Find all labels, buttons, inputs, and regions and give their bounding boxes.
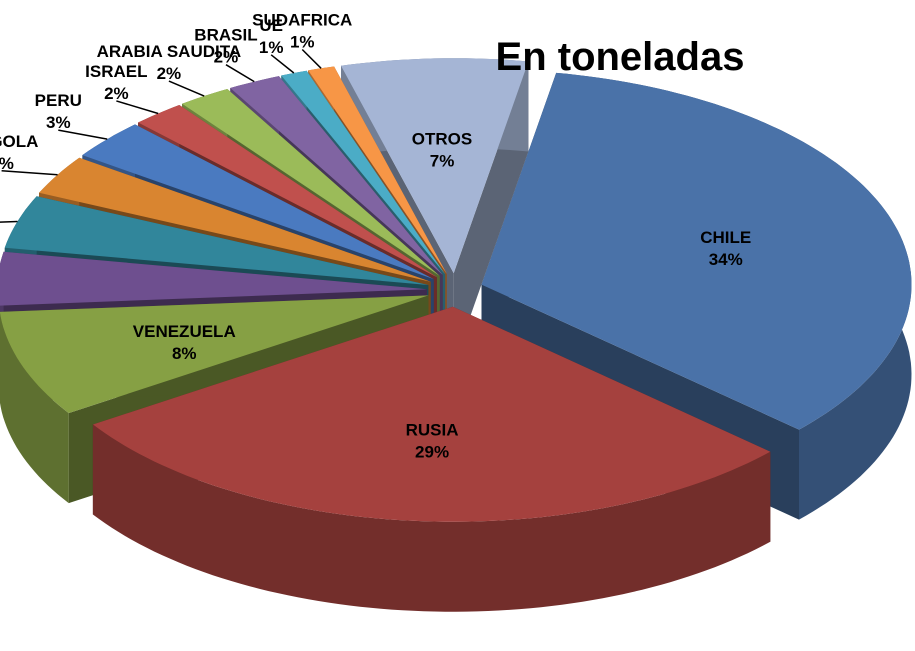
leader-line — [1, 170, 58, 176]
data-label: ANGOLA 3% — [0, 132, 38, 173]
leader-line — [58, 129, 108, 140]
label-name: RUSIA — [406, 420, 459, 439]
data-label: UE 1% — [259, 16, 284, 57]
data-label: CHILE 34% — [700, 228, 751, 269]
leader-line — [270, 54, 295, 74]
label-value: 29% — [415, 442, 449, 461]
slice-wall — [0, 313, 69, 504]
label-value: 1% — [290, 32, 315, 51]
slice — [4, 196, 429, 285]
data-label: VENEZUELA 8% — [133, 322, 236, 363]
slice — [481, 72, 912, 430]
label-name: ARABIA SAUDITA — [97, 42, 242, 61]
slice — [0, 295, 429, 414]
slice — [308, 66, 447, 274]
slice — [341, 58, 529, 274]
label-name: SUDAFRICA — [252, 10, 352, 29]
label-name: BRASIL — [194, 26, 257, 45]
label-name: ANGOLA — [0, 132, 38, 151]
slice-wall — [92, 424, 771, 612]
leader-line — [168, 80, 205, 97]
label-value: 2% — [214, 48, 239, 67]
slice — [182, 89, 440, 276]
slice — [92, 306, 771, 522]
label-name: OTROS — [412, 129, 472, 148]
label-value: 7% — [430, 151, 455, 170]
data-label: OTROS 7% — [412, 129, 472, 170]
label-name: ISRAEL — [85, 62, 147, 81]
leader-line — [225, 64, 255, 83]
slice — [138, 105, 437, 278]
data-label: RUSIA 29% — [406, 420, 459, 461]
label-value: 3% — [46, 113, 71, 132]
chart-title: En toneladas — [496, 35, 745, 79]
slice — [82, 124, 434, 280]
pie — [0, 58, 912, 612]
data-label: ISRAEL 2% — [85, 62, 147, 103]
slice — [281, 70, 446, 275]
label-name: VENEZUELA — [133, 322, 236, 341]
leader-line — [301, 48, 322, 69]
label-name: UE — [259, 16, 283, 35]
label-value: 2% — [157, 64, 182, 83]
slice — [230, 76, 443, 275]
label-name: PERU — [35, 91, 82, 110]
label-name: CHILE — [700, 228, 751, 247]
data-label: PERU 3% — [35, 91, 82, 132]
label-value: 3% — [0, 154, 14, 173]
label-value: 1% — [259, 38, 284, 57]
leader-line — [0, 220, 18, 223]
label-value: 8% — [172, 344, 197, 363]
labels: CHILE34%RUSIA29%VENEZUELA8%VIETNAM4%EGIP… — [0, 10, 751, 461]
slice — [0, 251, 427, 306]
data-label: SUDAFRICA 1% — [252, 10, 352, 51]
label-value: 34% — [709, 250, 743, 269]
data-label: BRASIL 2% — [194, 26, 257, 67]
slice — [39, 157, 431, 282]
label-value: 2% — [104, 84, 129, 103]
leader-line — [116, 100, 159, 115]
data-label: ARABIA SAUDITA 2% — [97, 42, 242, 83]
